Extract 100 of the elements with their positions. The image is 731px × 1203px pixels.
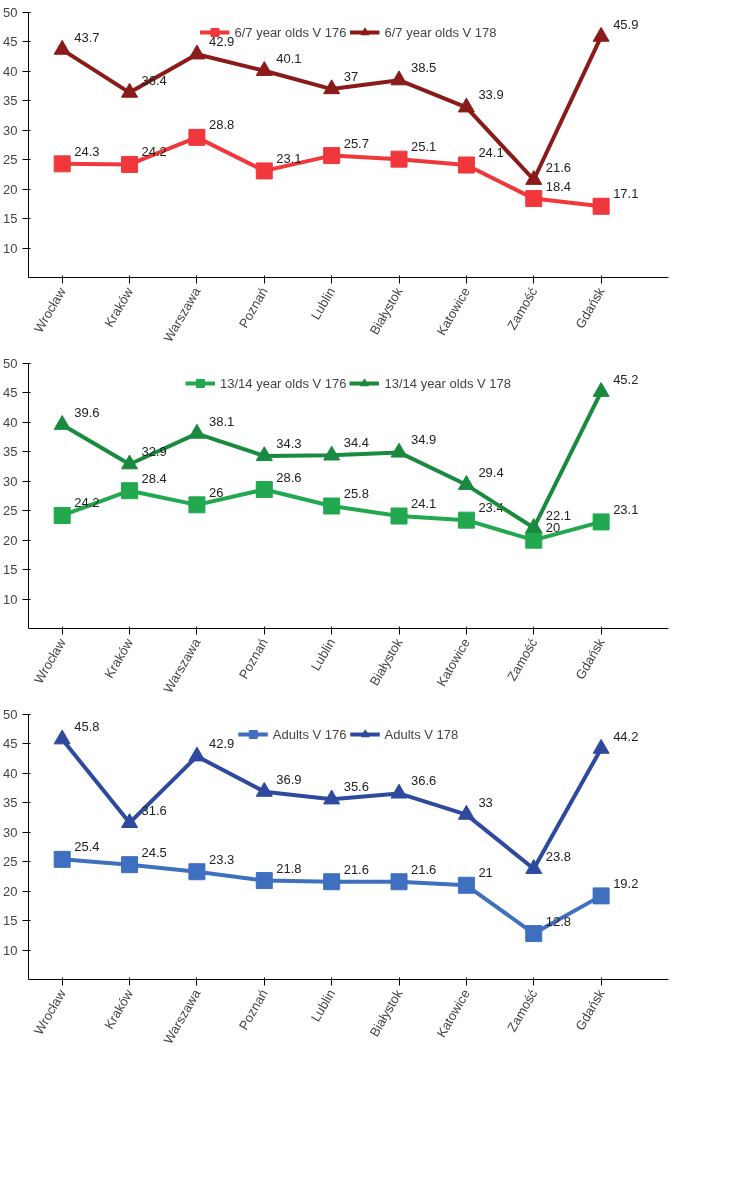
- data-label: 42.9: [208, 34, 235, 50]
- y-tick-label: 25: [3, 854, 18, 870]
- point: [457, 511, 475, 529]
- point: [53, 39, 71, 55]
- data-label: 43.7: [74, 29, 100, 45]
- y-tick-label: 10: [3, 591, 18, 607]
- point: [592, 26, 610, 42]
- data-label: 26: [208, 484, 224, 500]
- point: [188, 863, 206, 881]
- point: [525, 531, 543, 549]
- point: [390, 507, 408, 525]
- y-tick-label: 30: [3, 473, 18, 489]
- y-tick-label: 45: [3, 385, 18, 401]
- data-label: 25.7: [343, 135, 369, 151]
- legend-label: 6/7 year olds V 178: [384, 24, 497, 40]
- data-label: 28.8: [208, 117, 235, 133]
- point: [255, 162, 273, 180]
- y-tick-label: 45: [3, 736, 18, 752]
- data-label: 34.9: [411, 432, 437, 448]
- point: [255, 446, 273, 462]
- point: [457, 475, 475, 490]
- y-tick-label: 20: [3, 532, 18, 548]
- data-label: 34.3: [276, 435, 302, 451]
- data-label: 21: [478, 865, 493, 881]
- data-label: 25.8: [343, 486, 369, 502]
- data-label: 20: [545, 520, 561, 536]
- y-tick-label: 45: [3, 34, 18, 50]
- point: [53, 155, 71, 173]
- point: [121, 454, 139, 470]
- y-tick-label: 50: [3, 5, 18, 20]
- data-label: 17.1: [613, 186, 639, 202]
- data-label: 45.2: [613, 371, 639, 387]
- y-tick-label: 15: [3, 562, 18, 578]
- data-label: 19.2: [613, 875, 639, 891]
- data-label: 45.9: [613, 16, 639, 32]
- point: [390, 783, 408, 799]
- point: [323, 79, 341, 95]
- point: [592, 513, 610, 531]
- y-tick-label: 40: [3, 765, 18, 781]
- legend-label: 13/14 year olds V 176: [220, 375, 347, 391]
- y-tick-label: 20: [3, 181, 18, 197]
- point: [255, 61, 273, 76]
- data-label: 23.1: [276, 150, 302, 166]
- point: [592, 887, 610, 905]
- data-label: 21.6: [545, 159, 572, 175]
- point: [255, 481, 273, 499]
- data-label: 44.2: [613, 728, 639, 744]
- point: [121, 856, 139, 874]
- data-label: 42.9: [208, 736, 235, 752]
- y-tick-label: 15: [3, 913, 18, 929]
- data-label: 29.4: [478, 464, 504, 480]
- data-label: 31.6: [141, 802, 167, 818]
- point: [390, 150, 408, 168]
- point: [121, 482, 139, 500]
- data-label: 28.4: [141, 470, 167, 486]
- data-label: 28.6: [276, 469, 302, 485]
- point: [592, 738, 610, 754]
- data-label: 24.3: [74, 143, 100, 159]
- point: [53, 850, 71, 868]
- y-tick-label: 50: [3, 356, 18, 371]
- data-label: 37: [343, 69, 359, 85]
- point: [457, 97, 475, 113]
- data-label: 45.8: [74, 719, 100, 735]
- point: [53, 729, 71, 745]
- point: [188, 128, 206, 146]
- point: [390, 70, 408, 86]
- point: [592, 197, 610, 215]
- y-tick-label: 35: [3, 795, 18, 811]
- y-tick-label: 40: [3, 63, 18, 79]
- data-label: 34.4: [343, 435, 369, 451]
- data-label: 21.8: [276, 860, 302, 876]
- y-tick-label: 35: [3, 93, 18, 109]
- point: [323, 147, 341, 165]
- point: [121, 813, 139, 828]
- data-label: 40.1: [276, 50, 302, 66]
- point: [525, 190, 543, 208]
- data-label: 25.1: [411, 139, 437, 155]
- point: [188, 423, 206, 439]
- y-tick-label: 40: [3, 414, 18, 430]
- data-label: 23.3: [208, 851, 235, 867]
- y-tick-label: 30: [3, 122, 18, 138]
- point: [121, 155, 139, 173]
- data-label: 33.9: [478, 87, 504, 103]
- point: [457, 804, 475, 820]
- legend-label: Adults V 178: [384, 726, 459, 742]
- point: [53, 506, 71, 524]
- data-label: 23.1: [613, 501, 639, 517]
- data-label: 18.4: [545, 178, 572, 194]
- data-label: 39.6: [74, 404, 100, 420]
- point: [188, 496, 206, 514]
- data-label: 33: [478, 794, 493, 810]
- point: [390, 442, 408, 458]
- y-tick-label: 10: [3, 240, 18, 256]
- legend-label: 13/14 year olds V 178: [384, 375, 511, 391]
- y-tick-label: 10: [3, 942, 18, 958]
- data-label: 35.6: [343, 779, 369, 795]
- data-label: 25.4: [74, 839, 100, 855]
- y-tick-label: 15: [3, 211, 18, 227]
- legend-label: 6/7 year olds V 176: [234, 24, 347, 40]
- data-label: 38.5: [411, 60, 437, 76]
